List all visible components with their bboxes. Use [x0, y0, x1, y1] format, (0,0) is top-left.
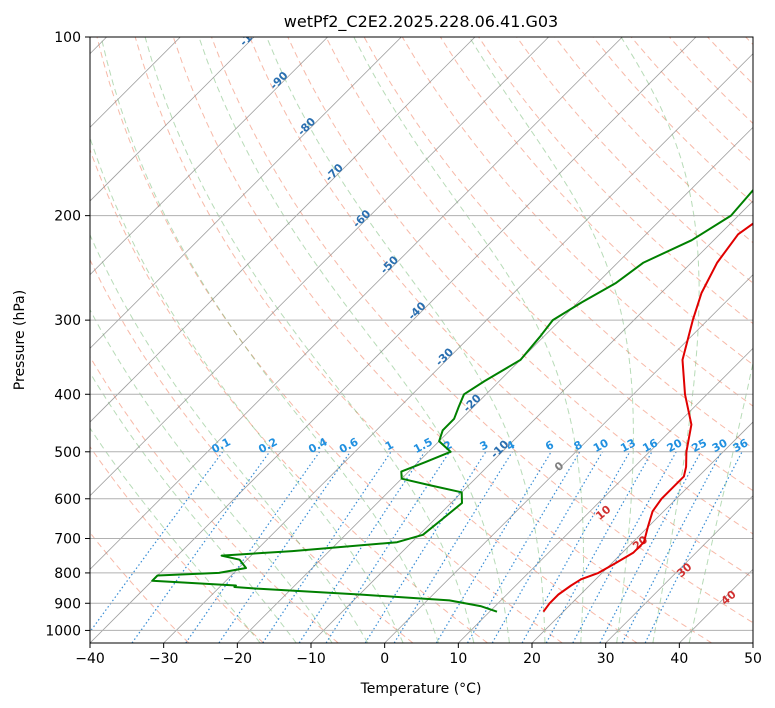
dry-adiabat-line — [287, 37, 753, 535]
moist-adiabat-line — [90, 308, 333, 643]
isotherm-line — [90, 37, 476, 423]
mixing-ratio-line — [325, 451, 451, 643]
isotherm-line — [90, 37, 697, 643]
y-tick-label: 200 — [54, 209, 81, 225]
isotherm-line — [90, 37, 623, 570]
y-tick-label: 1000 — [45, 623, 81, 639]
isotherm-line — [605, 495, 753, 643]
profile-series — [151, 188, 753, 613]
moist-adiabat-line — [353, 37, 584, 643]
x-axis-ticks: −40 −30 −20 −10 0 10 20 30 40 50 — [75, 643, 762, 667]
x-tick-label: 40 — [670, 651, 688, 667]
x-tick-label: 10 — [449, 651, 467, 667]
isotherm-line — [90, 37, 549, 497]
mixing-ratio-line — [90, 451, 224, 633]
y-tick-label: 800 — [54, 566, 81, 582]
mixing-ratio-line — [435, 451, 552, 643]
y-axis-label: Pressure (hPa) — [12, 290, 28, 390]
mixing-ratio-label: 13 — [618, 436, 638, 455]
moist-adiabat-line — [198, 37, 510, 643]
mixing-ratio-line — [262, 451, 392, 643]
dry-adiabat-line — [90, 355, 339, 643]
mixing-ratio-line — [599, 451, 702, 643]
dry-adiabat-line — [249, 37, 753, 579]
dry-adiabat-line — [516, 37, 753, 284]
x-tick-label: −10 — [296, 651, 326, 667]
temperature-profile-line — [542, 222, 753, 613]
moist-adiabat-line — [620, 37, 700, 643]
x-tick-label: 0 — [380, 651, 389, 667]
moist-adiabat-line — [100, 37, 439, 643]
y-axis-ticks: 100 200 300 400 500 600 700 800 900 1000 — [45, 30, 90, 639]
isotherm-label: -100 — [237, 20, 266, 49]
mixing-ratio-line — [521, 451, 631, 643]
mixing-ratio-line — [298, 451, 426, 643]
isotherm-line — [163, 53, 753, 643]
mixing-ratio-label: 16 — [640, 436, 660, 455]
y-tick-label: 500 — [54, 445, 81, 461]
isotherm-line — [458, 347, 753, 643]
moist-adiabat-line — [266, 37, 546, 643]
y-tick-label: 600 — [54, 492, 81, 508]
mixing-ratio-label: 25 — [689, 436, 709, 455]
mixing-ratio-label: 20 — [665, 436, 685, 455]
mixing-ratio-line — [218, 451, 351, 643]
isotherm-line — [90, 37, 328, 276]
moist-adiabat-line — [144, 37, 475, 643]
mixing-ratio-label: 30 — [710, 436, 730, 455]
isotherm-line — [90, 37, 402, 349]
background-lines — [90, 37, 753, 643]
chart-title: wetPf2_C2E2.2025.228.06.41.G03 — [284, 12, 558, 32]
x-tick-label: 50 — [744, 651, 762, 667]
moist-adiabat-line — [90, 136, 404, 643]
dewpoint-profile-line — [151, 188, 753, 613]
dry-adiabat-line — [96, 37, 563, 643]
dry-adiabat-line — [90, 258, 414, 643]
y-tick-label: 100 — [54, 30, 81, 46]
y-tick-label: 700 — [54, 532, 81, 548]
mixing-ratio-line — [364, 451, 487, 643]
isotherm-line — [237, 126, 753, 643]
x-tick-label: −20 — [223, 651, 253, 667]
mixing-ratio-line — [644, 451, 743, 643]
dry-adiabat-line — [134, 37, 638, 643]
mixing-ratio-line — [545, 451, 653, 643]
x-axis-label: Temperature (°C) — [360, 681, 482, 697]
plot-frame — [89, 36, 754, 644]
isotherm-line — [90, 37, 255, 202]
y-tick-label: 400 — [54, 387, 81, 403]
x-tick-label: 20 — [523, 651, 541, 667]
mixing-ratio-line — [185, 451, 321, 643]
moist-adiabat-line — [688, 360, 753, 643]
x-tick-label: 30 — [597, 651, 615, 667]
y-tick-label: 900 — [54, 596, 81, 612]
mixing-ratio-label: 36 — [731, 436, 751, 455]
mixing-ratio-line — [131, 451, 271, 643]
dry-adiabat-line — [172, 37, 712, 643]
x-tick-label: −30 — [149, 651, 179, 667]
dry-adiabat-line — [325, 37, 753, 492]
dry-adiabat-line — [90, 445, 264, 643]
dry-adiabat-line — [211, 37, 753, 624]
x-tick-label: −40 — [75, 651, 105, 667]
isotherm-line — [531, 421, 753, 643]
moist-adiabat-line — [90, 233, 369, 643]
y-tick-label: 300 — [54, 313, 81, 329]
mixing-ratio-label: 10 — [591, 436, 611, 455]
moist-adiabat-line — [90, 371, 297, 643]
isotherm-line — [310, 200, 753, 643]
moist-adiabat-line — [90, 427, 261, 643]
